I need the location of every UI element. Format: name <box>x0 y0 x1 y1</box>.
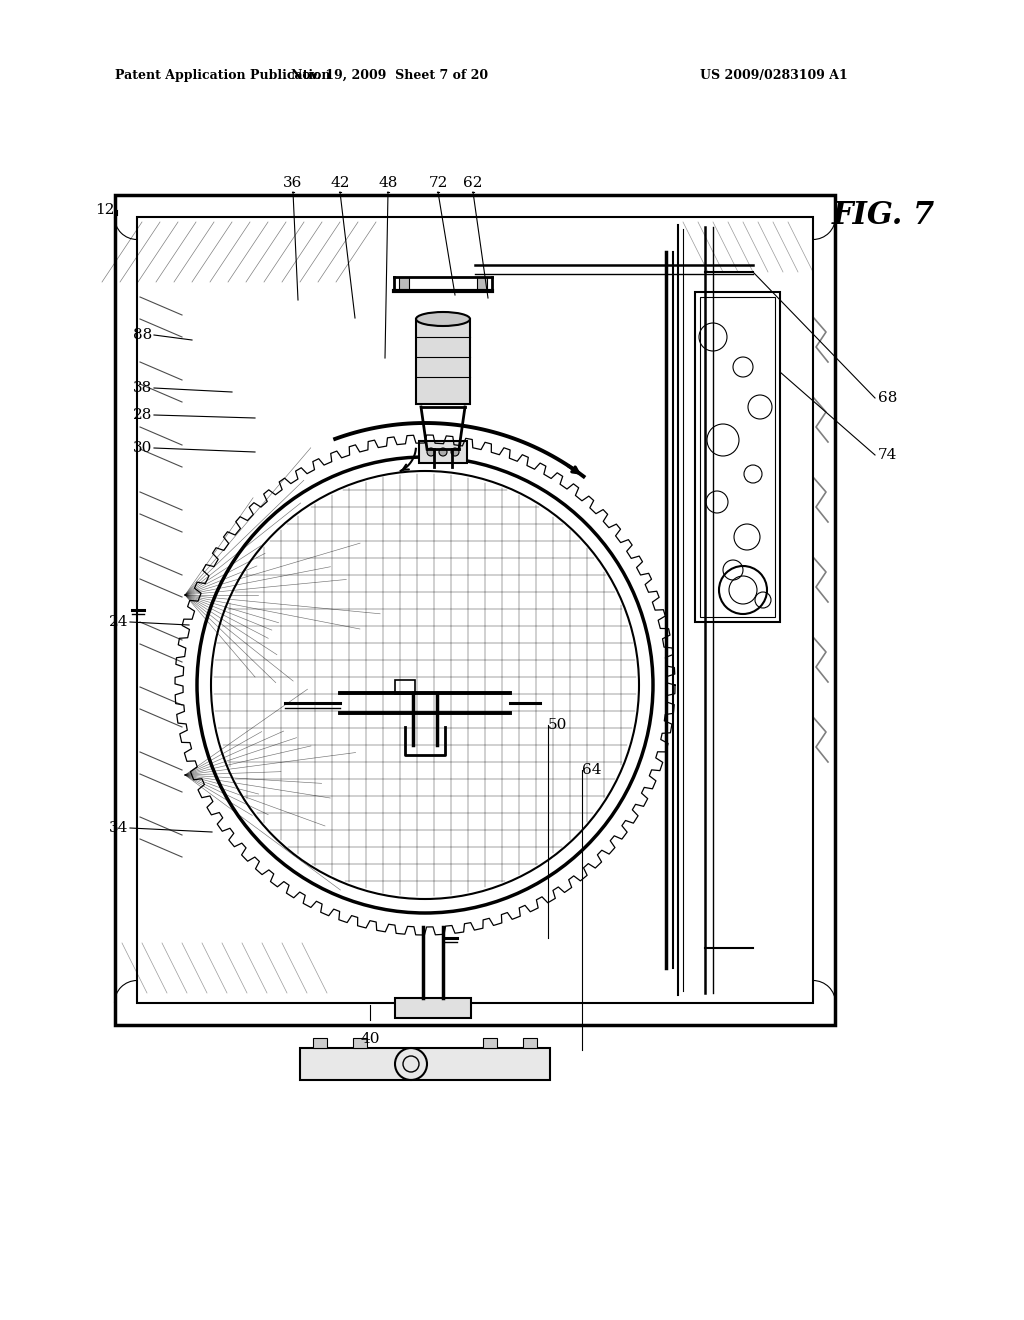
Text: 62: 62 <box>463 176 482 190</box>
Text: 50: 50 <box>548 718 567 733</box>
Text: 24: 24 <box>109 615 128 630</box>
Bar <box>477 277 487 290</box>
Bar <box>300 1048 550 1080</box>
Bar <box>395 998 471 1018</box>
Text: 36: 36 <box>284 176 303 190</box>
Bar <box>395 680 415 694</box>
Bar <box>313 1038 327 1048</box>
Text: 68: 68 <box>878 391 897 405</box>
Text: 30: 30 <box>133 441 152 455</box>
Text: 42: 42 <box>331 176 350 190</box>
Bar <box>419 441 467 463</box>
Text: 28: 28 <box>133 408 152 422</box>
Text: 64: 64 <box>582 763 601 777</box>
Text: 72: 72 <box>428 176 447 190</box>
Bar <box>695 292 780 622</box>
Text: 74: 74 <box>878 447 897 462</box>
Text: FIG. 7: FIG. 7 <box>831 201 935 231</box>
Bar <box>523 1038 537 1048</box>
Circle shape <box>451 447 459 455</box>
Text: 40: 40 <box>360 1032 380 1045</box>
Text: 48: 48 <box>378 176 397 190</box>
Bar <box>353 1038 367 1048</box>
Bar <box>700 297 775 616</box>
Circle shape <box>439 447 447 455</box>
Text: Patent Application Publication: Patent Application Publication <box>115 69 331 82</box>
Circle shape <box>427 447 435 455</box>
Text: Nov. 19, 2009  Sheet 7 of 20: Nov. 19, 2009 Sheet 7 of 20 <box>292 69 488 82</box>
Bar <box>483 1038 497 1048</box>
Bar <box>399 277 409 290</box>
Text: 34: 34 <box>109 821 128 836</box>
Text: US 2009/0283109 A1: US 2009/0283109 A1 <box>700 69 848 82</box>
Text: 12: 12 <box>95 203 115 216</box>
Ellipse shape <box>416 312 470 326</box>
Text: 88: 88 <box>133 327 152 342</box>
Bar <box>416 319 470 404</box>
Text: 38: 38 <box>133 381 152 395</box>
